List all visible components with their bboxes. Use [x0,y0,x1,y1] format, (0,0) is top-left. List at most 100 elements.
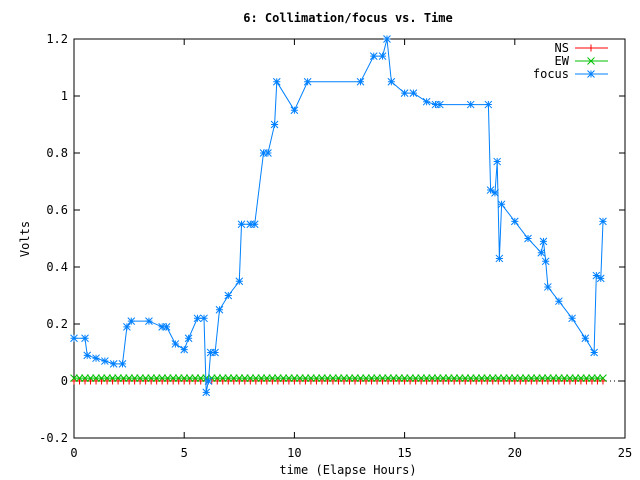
data-point-focus [81,334,89,343]
data-point-EW [180,374,189,383]
data-point-EW [235,374,244,383]
data-point-focus [491,189,499,197]
data-point-EW [516,374,525,383]
data-point-EW [213,374,222,383]
data-point-focus [495,254,504,263]
x-tick-label: 5 [181,446,188,460]
data-point-focus [303,77,312,86]
data-point-focus [466,100,475,109]
data-point-focus [400,89,409,98]
data-point-EW [544,374,552,383]
data-point-EW [163,374,172,383]
data-point-focus [596,274,605,283]
data-point-focus [510,217,519,226]
data-point-EW [75,374,84,383]
data-point-EW [577,374,585,383]
data-point-focus [83,351,92,360]
data-point-EW [229,374,238,383]
x-axis-label: time (Elapse Hours) [279,463,416,477]
data-point-EW [428,374,437,383]
data-point-EW [191,374,200,383]
data-point-focus [206,348,215,357]
data-point-EW [169,374,178,383]
data-point-focus [127,317,136,326]
data-point-EW [141,374,150,383]
data-point-focus [581,334,590,343]
data-point-EW [246,374,255,383]
chart-title: 6: Collimation/focus vs. Time [243,11,453,25]
data-point-EW [433,374,442,383]
data-point-focus [555,297,563,306]
legend-label-EW: EW [555,54,570,68]
data-point-focus [92,354,100,363]
data-point-EW [499,374,508,383]
data-point-EW [510,374,519,383]
data-point-focus [568,314,576,323]
data-point-EW [406,374,414,383]
y-axis-label: Volts [18,221,32,257]
data-point-EW [262,374,271,383]
x-tick-label: 15 [397,446,411,460]
data-point-focus [493,157,502,166]
data-point-EW [114,374,122,383]
data-point-EW [384,374,392,383]
data-point-EW [505,374,514,383]
data-point-EW [362,374,370,383]
x-tick-label: 0 [70,446,77,460]
data-point-EW [307,374,315,383]
data-point-EW [356,374,365,383]
data-point-EW [158,374,167,383]
data-point-EW [70,374,78,383]
data-point-EW [582,374,591,383]
data-point-EW [92,374,100,383]
data-point-EW [466,374,475,383]
data-point-EW [461,374,470,383]
data-point-focus [387,77,396,86]
legend-label-NS: NS [555,41,569,55]
data-point-focus [184,334,193,343]
data-point-focus [109,360,118,368]
y-tick-label: 1.2 [46,32,68,46]
data-point-EW [417,374,425,383]
data-point-focus [497,200,506,209]
data-point-focus [204,377,213,385]
data-point-EW [340,374,348,383]
data-point-focus [537,248,546,257]
data-point-EW [224,374,233,383]
data-point-EW [130,374,139,383]
y-tick-label: 0.4 [46,260,68,274]
data-point-EW [549,374,558,383]
data-point-focus [484,100,493,109]
data-point-EW [301,374,310,383]
data-point-focus [158,322,167,331]
data-point-EW [296,374,304,383]
data-point-EW [593,374,602,383]
x-tick-label: 25 [618,446,632,460]
data-point-EW [555,374,563,383]
data-point-EW [588,374,596,383]
data-point-EW [411,374,420,383]
data-point-focus [356,77,365,86]
data-point-focus [422,97,431,106]
data-point-EW [599,374,607,383]
series-focus [70,35,607,397]
data-point-focus [171,340,180,348]
data-point-focus [235,277,244,286]
data-point-EW [439,374,448,383]
data-point-focus [409,89,418,98]
data-point-focus [123,322,131,331]
data-point-focus [590,348,598,357]
data-point-focus [162,322,171,331]
data-point-EW [251,374,260,383]
x-tick-label: 20 [508,446,522,460]
data-point-focus [436,100,444,109]
data-point-focus [272,77,281,86]
legend-marker-focus [587,70,595,78]
data-point-EW [152,374,161,383]
data-point-EW [351,374,359,383]
data-point-EW [108,374,117,383]
data-point-EW [422,374,431,383]
data-point-focus [369,52,378,60]
